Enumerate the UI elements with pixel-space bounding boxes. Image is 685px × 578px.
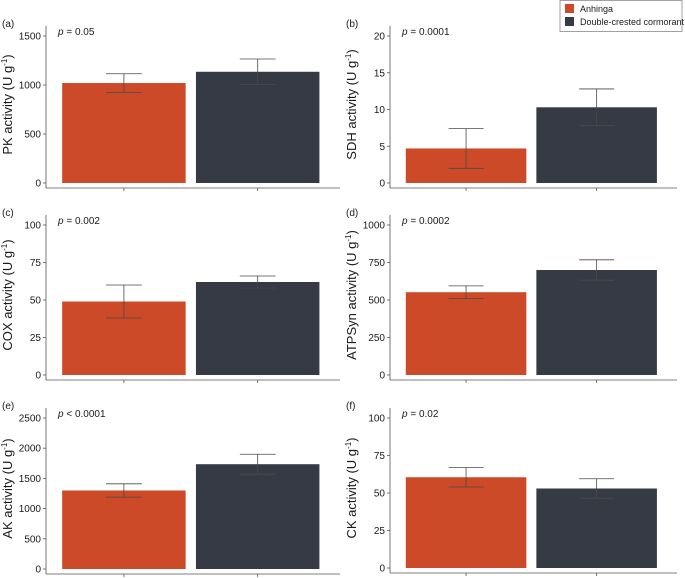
- y-tick-label: 1500: [19, 32, 42, 43]
- y-tick-label: 250: [368, 333, 385, 344]
- y-tick-label: 750: [368, 258, 385, 269]
- y-tick-label: 20: [374, 32, 386, 43]
- bar: [62, 83, 186, 183]
- y-tick-label: 25: [30, 333, 42, 344]
- y-tick-label: 75: [30, 258, 42, 269]
- legend-swatch-anhinga: [565, 4, 574, 13]
- y-tick-label: 500: [368, 296, 385, 307]
- y-tick-label: 50: [30, 296, 42, 307]
- y-tick-label: 0: [35, 565, 41, 576]
- panel-label: (c): [2, 208, 14, 219]
- y-axis-title: PK activity (U g-1): [0, 54, 15, 154]
- y-tick-label: 10: [374, 105, 386, 116]
- bar: [195, 71, 320, 183]
- y-tick-label: 15: [374, 68, 386, 79]
- panel-label: (e): [2, 401, 14, 412]
- panel-e: 0 500 1000 1500 2000 2500 (e) p < 0.0001 AK acti…: [0, 401, 340, 577]
- y-tick-label: 2000: [19, 444, 42, 455]
- panel-label: (a): [2, 19, 14, 30]
- panel-a: 0 500 1000 1500 (a) p = 0.05 PK activity (U g-…: [0, 19, 340, 191]
- p-value-label: p = 0.02: [401, 409, 439, 420]
- y-tick-label: 0: [379, 371, 385, 382]
- y-tick-label: 500: [24, 534, 41, 545]
- y-tick-label: 1500: [19, 474, 42, 485]
- panel-label: (b): [346, 19, 358, 30]
- y-axis-title: CK activity (U g-1): [344, 437, 359, 538]
- panel-b: 0 5 10 15 20 (b) p = 0.0001 SDH activity (U g-1…: [344, 19, 677, 191]
- panel-label: (f): [346, 401, 355, 412]
- legend-swatch-cormorant: [565, 17, 574, 26]
- y-tick-label: 1000: [19, 81, 42, 92]
- panel-f: 0 25 50 75 100 (f) p = 0.02 CK activity (U g-1): [344, 401, 677, 576]
- bar: [195, 464, 320, 569]
- p-value-label: p = 0.0002: [401, 216, 450, 227]
- legend-label-anhinga: Anhinga: [580, 4, 613, 14]
- legend: Anhinga Double-crested cormorant: [559, 0, 685, 32]
- legend-box: [559, 0, 683, 32]
- bar: [405, 477, 527, 568]
- y-axis-title: ATPSyn activity (U g-1): [344, 230, 359, 360]
- y-tick-label: 75: [374, 451, 386, 462]
- y-tick-label: 500: [24, 130, 41, 141]
- panel-label: (d): [346, 208, 358, 219]
- bar: [536, 270, 657, 375]
- y-tick-label: 0: [35, 371, 41, 382]
- bar: [62, 490, 186, 569]
- legend-label-cormorant: Double-crested cormorant: [580, 17, 685, 27]
- p-value-label: p = 0.002: [57, 216, 100, 227]
- y-tick-label: 0: [379, 564, 385, 575]
- y-axis-title: AK activity (U g-1): [0, 438, 15, 538]
- y-tick-label: 0: [35, 179, 41, 190]
- y-tick-label: 100: [24, 221, 41, 232]
- y-tick-label: 50: [374, 489, 386, 500]
- y-tick-label: 5: [379, 142, 385, 153]
- panel-c: 0 25 50 75 100 (c) p = 0.002 COX activity (U g-…: [0, 208, 340, 383]
- p-value-label: p = 0.0001: [401, 27, 450, 38]
- y-tick-label: 25: [374, 526, 386, 537]
- y-tick-label: 1000: [363, 221, 386, 232]
- y-tick-label: 100: [368, 414, 385, 425]
- bar: [405, 292, 527, 375]
- y-tick-label: 1000: [19, 504, 42, 515]
- p-value-label: p < 0.0001: [57, 409, 106, 420]
- y-tick-label: 0: [379, 179, 385, 190]
- bar: [195, 282, 320, 375]
- y-axis-title: COX activity (U g-1): [0, 239, 15, 350]
- y-axis-title: SDH activity (U g-1): [344, 49, 359, 159]
- bar: [536, 488, 657, 568]
- y-tick-label: 2500: [19, 414, 42, 425]
- panel-d: 0 250 500 750 1000 (d) p = 0.0002 ATPSyn activi…: [344, 208, 677, 383]
- p-value-label: p = 0.05: [57, 27, 95, 38]
